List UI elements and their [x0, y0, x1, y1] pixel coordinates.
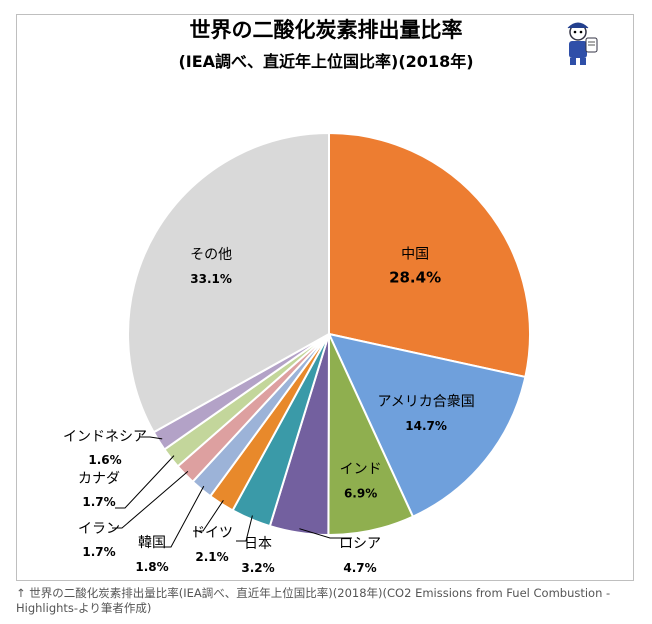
- slice-value-label: 33.1%: [190, 272, 232, 286]
- chart-title: 世界の二酸化炭素排出量比率: [189, 18, 463, 42]
- slice-label: ロシア: [339, 536, 381, 552]
- slice-label: ドイツ: [191, 525, 233, 541]
- slice-value-label: 28.4%: [389, 269, 441, 287]
- slice-value-label: 1.7%: [82, 495, 115, 509]
- leader-line: [193, 500, 224, 532]
- chart-subtitle: (IEA調べ、直近年上位国比率)(2018年): [178, 52, 474, 71]
- slice-value-label: 1.6%: [88, 453, 121, 467]
- slice-value-label: 1.7%: [82, 545, 115, 559]
- source-caption: ↑ 世界の二酸化炭素排出量比率(IEA調べ、直近年上位国比率)(2018年)(C…: [16, 586, 611, 615]
- pie-slice: [328, 131, 531, 379]
- slice-label: カナダ: [78, 471, 120, 487]
- pie-slice: [327, 332, 527, 518]
- slice-value-label: 3.2%: [241, 561, 274, 575]
- slice-value-label: 14.7%: [405, 419, 447, 433]
- slice-value-label: 4.7%: [343, 561, 376, 575]
- slice-label: その他: [190, 247, 232, 263]
- leader-line: [299, 528, 352, 539]
- slice-label: 日本: [244, 536, 272, 552]
- slice-label: 韓国: [138, 535, 166, 551]
- leader-line: [236, 515, 253, 542]
- slice-value-label: 6.9%: [344, 486, 377, 500]
- leader-line: [112, 471, 189, 529]
- pie-slice: [127, 131, 330, 434]
- slice-label: インド: [340, 461, 382, 477]
- leader-line: [115, 455, 175, 509]
- mascot-icon: [567, 22, 598, 65]
- slice-label: インドネシア: [63, 429, 147, 445]
- slice-label: イラン: [78, 521, 120, 537]
- leader-line: [161, 485, 205, 548]
- slice-label: 中国: [401, 247, 429, 263]
- slice-label: アメリカ合衆国: [377, 394, 474, 410]
- slice-value-label: 1.8%: [135, 560, 168, 574]
- leader-line: [140, 436, 163, 440]
- slice-value-label: 2.1%: [195, 550, 228, 564]
